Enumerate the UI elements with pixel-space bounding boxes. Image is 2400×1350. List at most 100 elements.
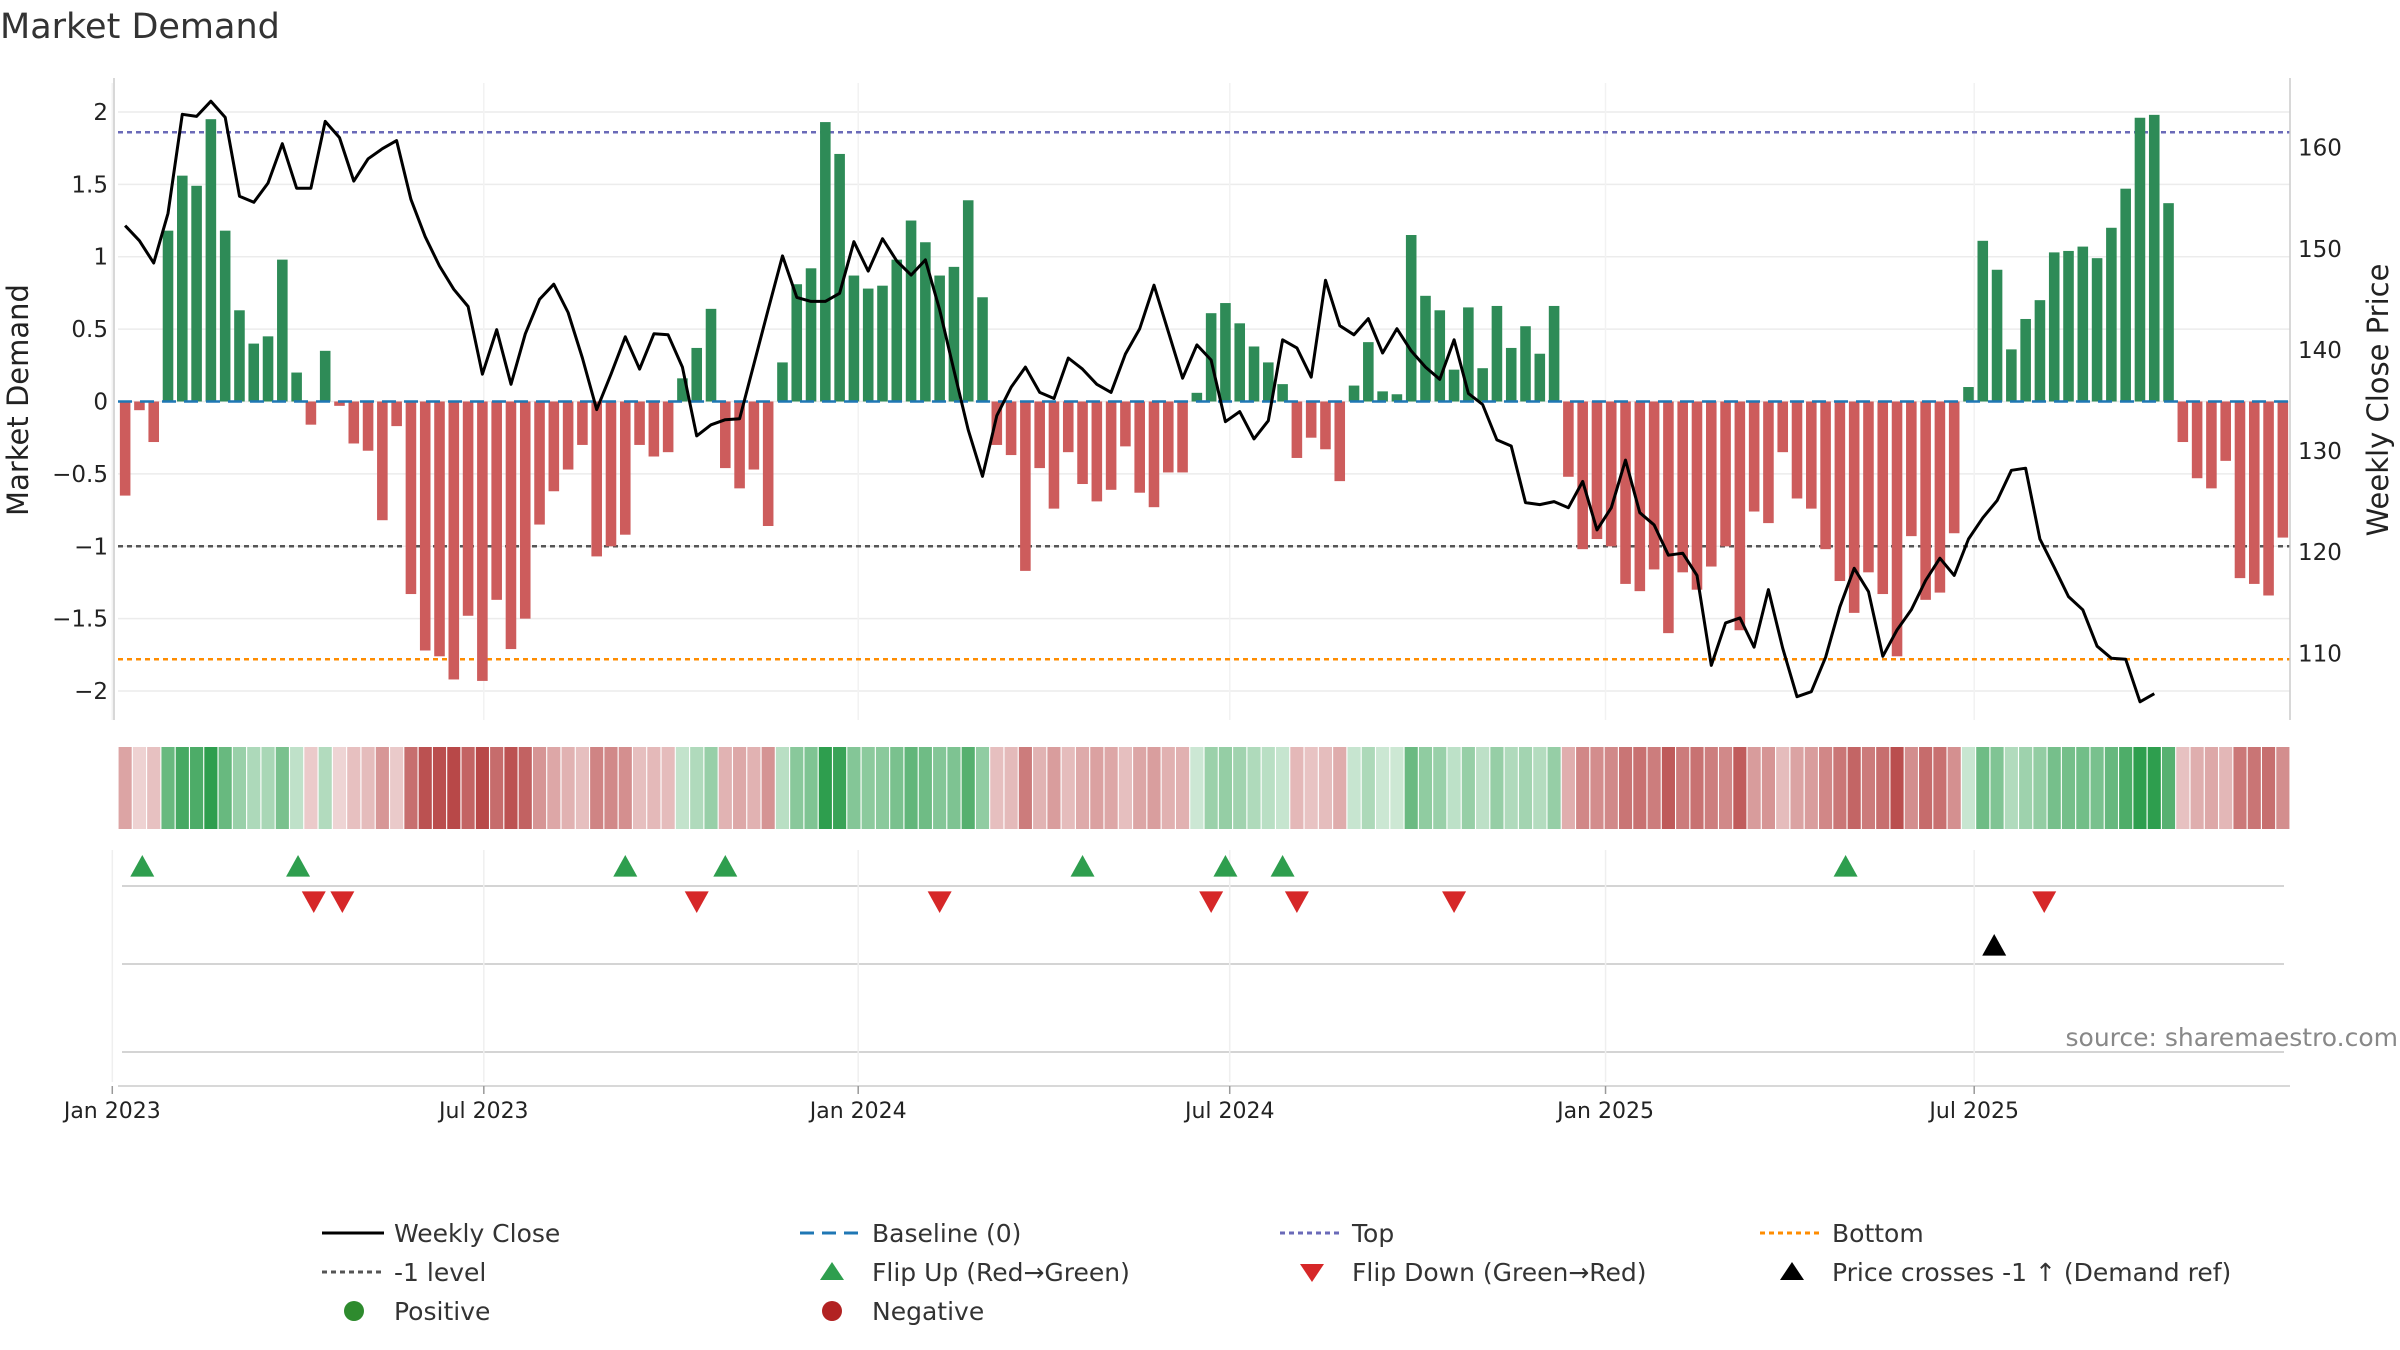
heat-cell bbox=[2233, 747, 2247, 829]
heat-cell bbox=[1647, 747, 1661, 829]
heat-cell bbox=[1090, 747, 1104, 829]
flip-down-marker bbox=[927, 891, 952, 913]
legend-label: Flip Up (Red→Green) bbox=[872, 1258, 1130, 1287]
legend-item: Weekly Close bbox=[322, 1219, 560, 1248]
demand-bar bbox=[291, 372, 302, 402]
heat-cell bbox=[818, 747, 832, 829]
heat-cell bbox=[475, 747, 489, 829]
heat-cell bbox=[1376, 747, 1390, 829]
demand-bar bbox=[448, 401, 460, 680]
heat-cell bbox=[1847, 747, 1861, 829]
demand-bar bbox=[505, 401, 517, 650]
y-axis-right-label: Weekly Close Price bbox=[2361, 264, 2395, 537]
heat-cell bbox=[404, 747, 418, 829]
demand-bar bbox=[1791, 401, 1803, 499]
demand-bar bbox=[1263, 362, 1274, 402]
heat-cell bbox=[1676, 747, 1690, 829]
flip-up-marker bbox=[1213, 855, 1238, 877]
demand-bar bbox=[1748, 401, 1760, 512]
signal-markers bbox=[130, 855, 2057, 956]
flip-down-marker bbox=[1199, 891, 1224, 913]
demand-bar bbox=[805, 268, 817, 402]
heat-cell bbox=[118, 747, 132, 829]
heat-cell bbox=[1161, 747, 1175, 829]
demand-bar bbox=[591, 401, 602, 557]
demand-bar bbox=[1948, 401, 1960, 534]
heat-cell bbox=[561, 747, 575, 829]
flip-down-marker bbox=[1442, 891, 1467, 913]
demand-bar bbox=[934, 275, 945, 402]
demand-bar bbox=[1848, 401, 1860, 613]
demand-bar bbox=[1977, 240, 1989, 402]
demand-bar bbox=[691, 347, 703, 402]
legend-item: Price crosses -1 ↑ (Demand ref) bbox=[1780, 1258, 2231, 1287]
heat-cell bbox=[1561, 747, 1575, 829]
demand-bar bbox=[1620, 401, 1631, 584]
demand-bar bbox=[462, 401, 474, 616]
signal-lanes bbox=[111, 850, 2290, 1087]
demand-bar bbox=[2020, 318, 2031, 402]
demand-bar bbox=[2120, 188, 2131, 402]
heat-cell bbox=[1790, 747, 1804, 829]
heat-cell bbox=[1533, 747, 1547, 829]
demand-bar bbox=[619, 401, 631, 535]
heat-cell bbox=[132, 747, 147, 829]
heat-cell bbox=[1633, 747, 1647, 829]
legend-swatch bbox=[1780, 1262, 1804, 1280]
heat-cell bbox=[347, 747, 361, 829]
heat-cell bbox=[1218, 747, 1233, 829]
legend-item: Bottom bbox=[1760, 1219, 1924, 1248]
heat-cell bbox=[1361, 747, 1375, 829]
demand-bar bbox=[1148, 401, 1160, 508]
heat-cell bbox=[161, 747, 175, 829]
demand-bar bbox=[1605, 401, 1617, 547]
demand-bar bbox=[734, 401, 745, 489]
demand-bar bbox=[1363, 342, 1374, 402]
demand-bar bbox=[2034, 300, 2046, 402]
heat-cell bbox=[304, 747, 318, 829]
legend-label: Flip Down (Green→Red) bbox=[1352, 1258, 1647, 1287]
heat-cell bbox=[918, 747, 932, 829]
heat-cell bbox=[1018, 747, 1032, 829]
heat-cell bbox=[704, 747, 718, 829]
demand-bar bbox=[305, 401, 317, 425]
demand-bar bbox=[191, 185, 202, 402]
demand-bar bbox=[319, 350, 331, 402]
heat-cell bbox=[275, 747, 289, 829]
demand-bar bbox=[2220, 401, 2231, 461]
demand-bar bbox=[1505, 347, 1517, 402]
flip-up-marker bbox=[1270, 855, 1295, 877]
legend-label: -1 level bbox=[394, 1258, 486, 1287]
demand-bar bbox=[1291, 401, 1303, 458]
demand-bar bbox=[1005, 401, 1017, 456]
demand-bar bbox=[2091, 258, 2103, 402]
heat-cell bbox=[1476, 747, 1490, 829]
demand-bar bbox=[2077, 246, 2089, 402]
heat-cell bbox=[1418, 747, 1433, 829]
heat-cell bbox=[1704, 747, 1718, 829]
x-tick-label: Jul 2025 bbox=[1927, 1099, 2019, 1124]
weekly-close-line bbox=[124, 99, 2156, 704]
y-right-tick-label: 110 bbox=[2298, 641, 2342, 667]
legend-item: Baseline (0) bbox=[800, 1219, 1021, 1248]
demand-bar bbox=[1134, 401, 1145, 493]
y-axis-left-label: Market Demand bbox=[1, 284, 35, 516]
demand-bar bbox=[762, 401, 774, 527]
demand-bar bbox=[1234, 323, 1246, 402]
flip-up-marker bbox=[1070, 855, 1095, 877]
demand-bar bbox=[948, 266, 960, 402]
demand-bar bbox=[2134, 117, 2146, 402]
heat-cell bbox=[261, 747, 275, 829]
heat-cell bbox=[875, 747, 890, 829]
demand-bar bbox=[234, 310, 245, 402]
legend-item: -1 level bbox=[322, 1258, 486, 1287]
heat-cell bbox=[647, 747, 661, 829]
demand-bar bbox=[2263, 401, 2274, 596]
y-left-tick-label: 1.5 bbox=[71, 172, 108, 198]
demand-bar bbox=[362, 401, 374, 451]
heat-cell bbox=[2019, 747, 2033, 829]
heat-cell bbox=[1576, 747, 1590, 829]
demand-bar bbox=[777, 362, 788, 402]
heat-cell bbox=[1733, 747, 1747, 829]
